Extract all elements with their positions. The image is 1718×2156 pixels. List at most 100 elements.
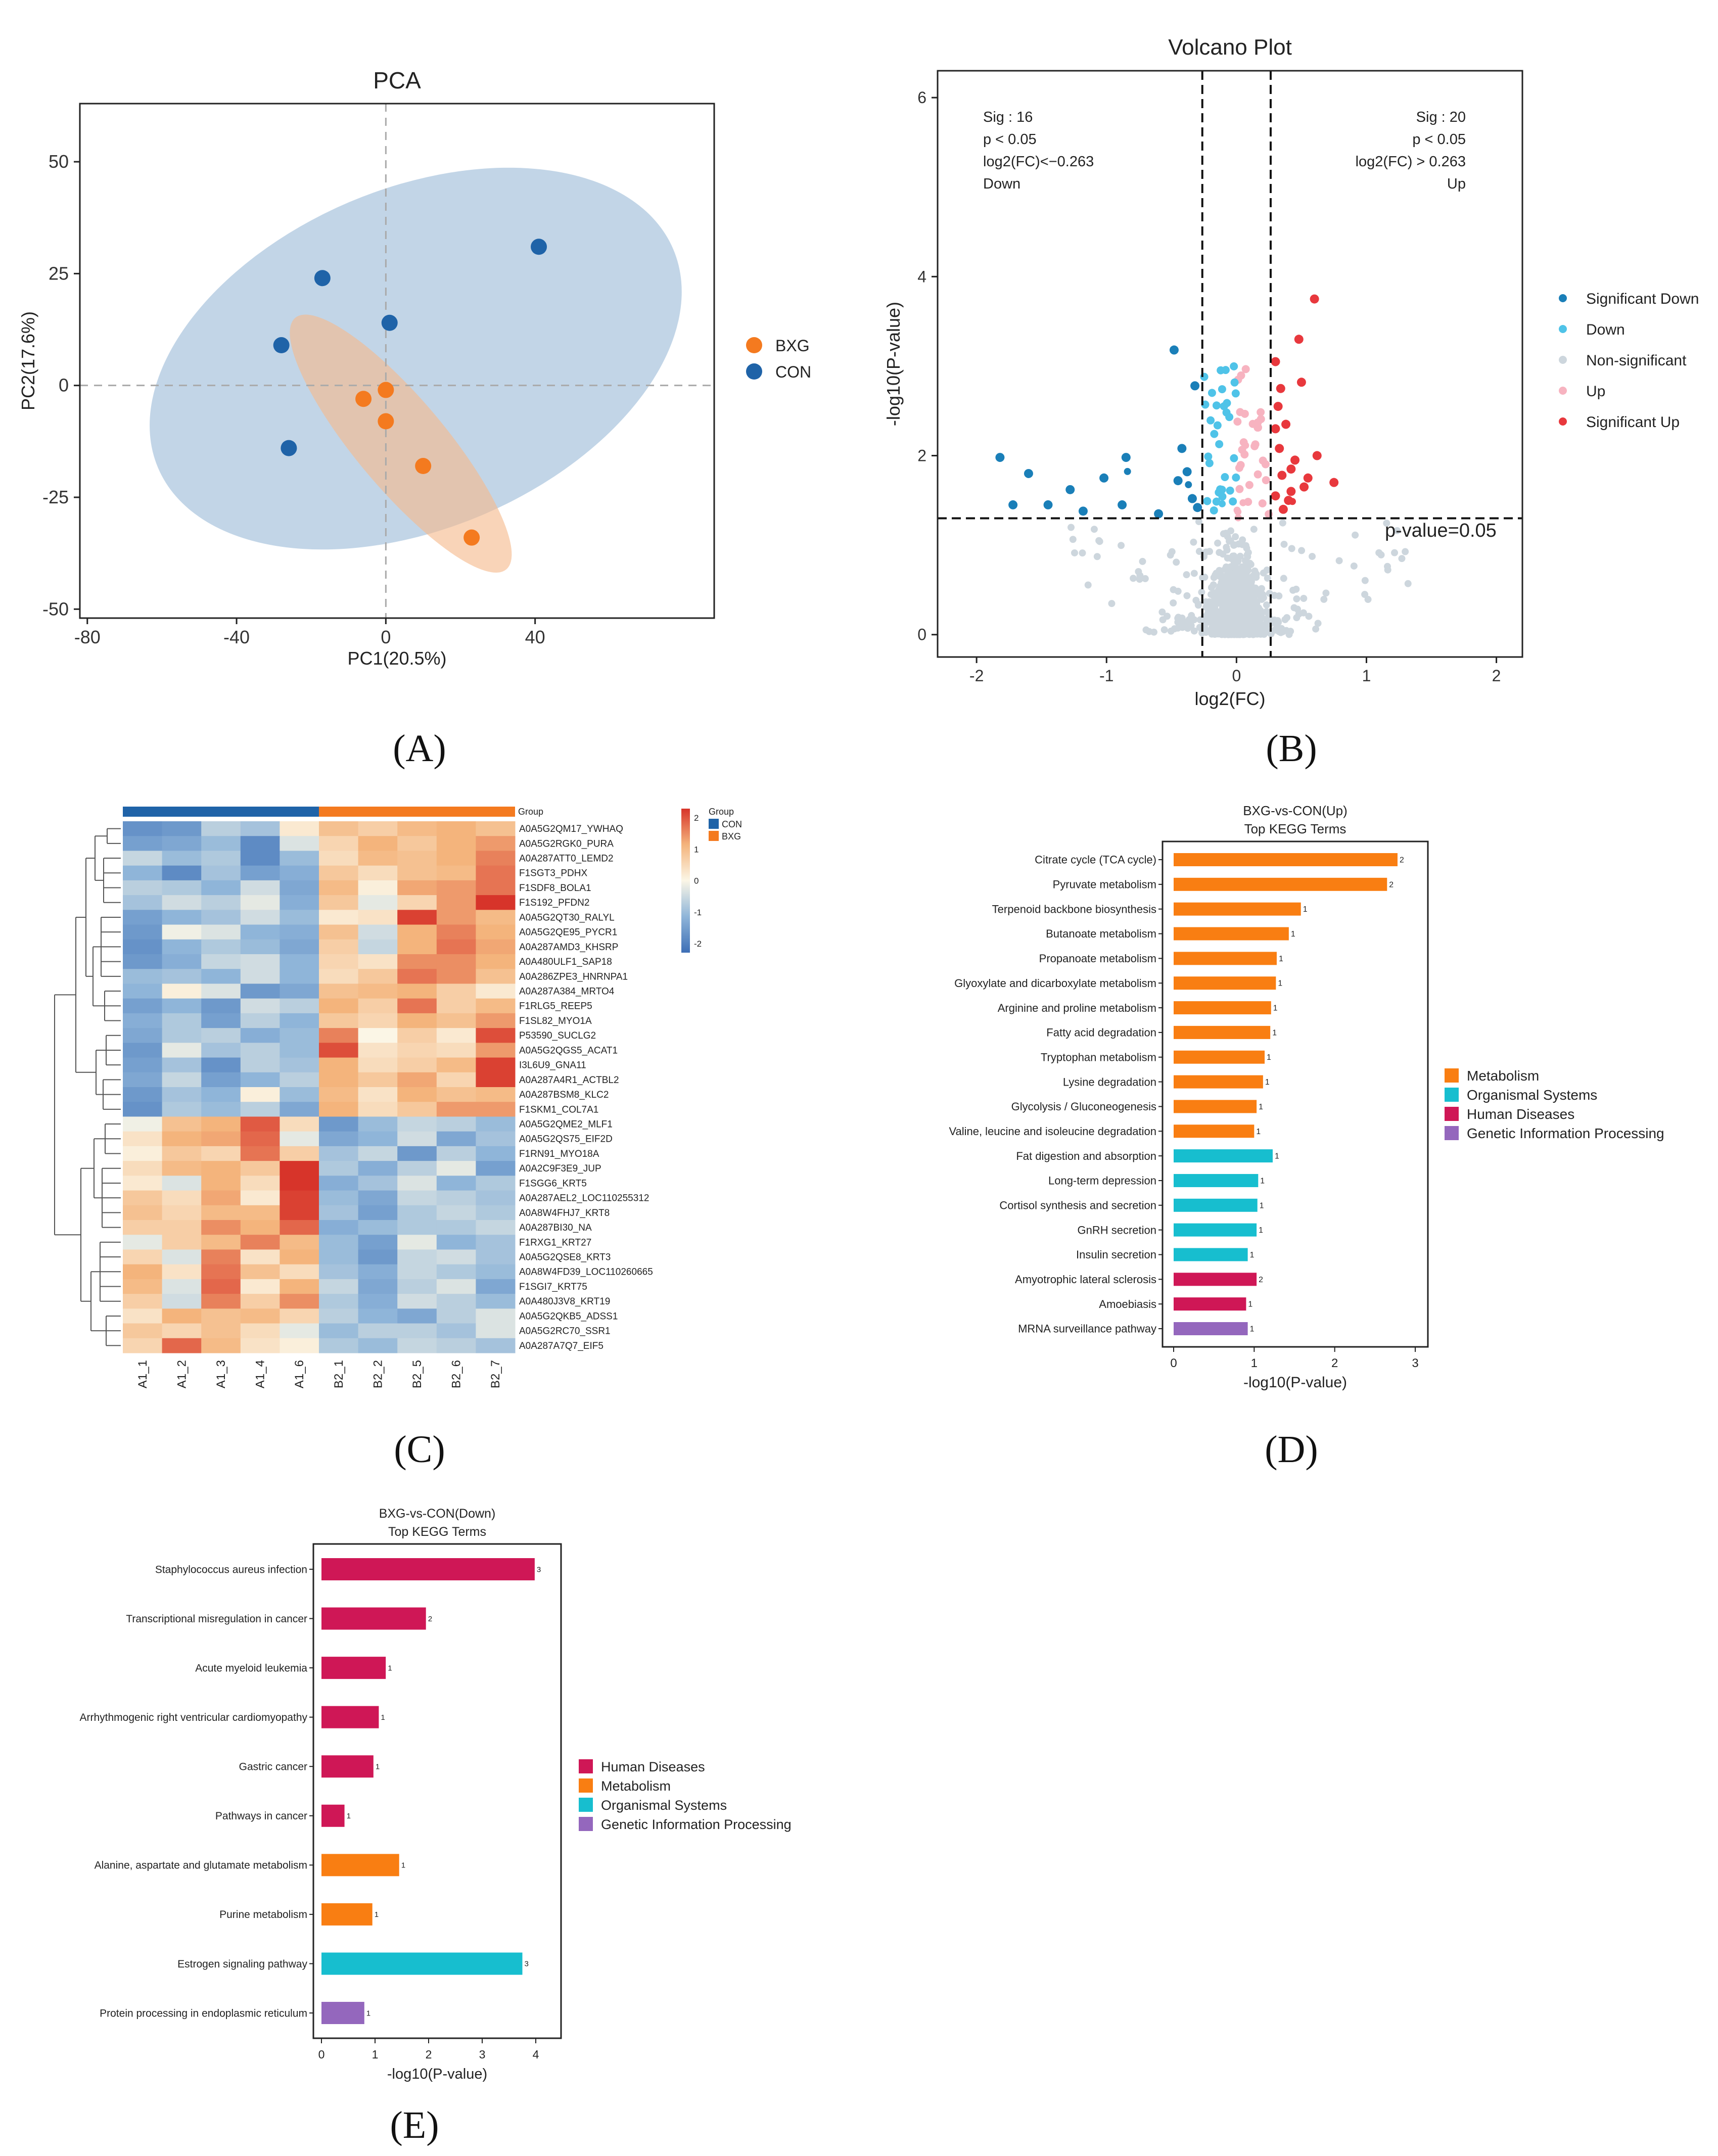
heatmap-cell [319, 924, 359, 940]
heatmap-cell [397, 1116, 437, 1132]
heatmap-row-label: F1RXG1_KRT27 [519, 1237, 591, 1248]
heatmap-cell [201, 1057, 241, 1073]
volcano-point [1298, 547, 1306, 554]
heatmap-cell [280, 954, 319, 969]
heatmap-cell [319, 1057, 359, 1073]
heatmap-cell [162, 1176, 202, 1191]
volcano-point [1230, 454, 1238, 462]
heatmap-cell [201, 924, 241, 940]
heatmap-cell [123, 851, 163, 866]
heatmap-cell [358, 1043, 398, 1058]
volcano-point-sig-up [1271, 357, 1280, 366]
volcano-point [1293, 614, 1301, 622]
kegg-xtick-label: 3 [479, 2048, 486, 2061]
heatmap-cell [240, 983, 280, 999]
volcano-point-sig-down [1078, 506, 1088, 516]
volcano-point [1352, 531, 1359, 539]
heatmap-cell [280, 1087, 319, 1102]
panel-label-c: (C) [394, 1428, 445, 1471]
heatmap-row-label: A0A480J3V8_KRT19 [519, 1296, 610, 1307]
volcano-point [1312, 625, 1320, 633]
volcano-point [1212, 606, 1219, 614]
volcano-point [1216, 586, 1223, 594]
heatmap-cell [280, 1131, 319, 1147]
heatmap-cell [397, 1102, 437, 1117]
volcano-point [1232, 533, 1239, 540]
kegg-xtick-label: 2 [426, 2048, 432, 2061]
volcano-point [1238, 541, 1246, 548]
heatmap-row-label: A0A287A4R1_ACTBL2 [519, 1075, 619, 1086]
heatmap-row-label: F1S192_PFDN2 [519, 898, 589, 908]
heatmap-cell [240, 1013, 280, 1028]
pca-point-con [314, 270, 331, 287]
volcano-point [1384, 563, 1391, 570]
volcano-point [1282, 627, 1290, 634]
pca-legend-label: BXG [775, 337, 810, 355]
heatmap-colorbar-tick: 1 [694, 845, 699, 854]
volcano-point [1174, 587, 1182, 595]
heatmap-cell [280, 924, 319, 940]
heatmap-cell [240, 865, 280, 881]
heatmap-cell [436, 1235, 476, 1250]
volcano-point [1231, 617, 1239, 624]
heatmap-cell [162, 1072, 202, 1088]
heatmap-cell [280, 1072, 319, 1088]
heatmap-cell [436, 1116, 476, 1132]
kegg-term-label: Glyoxylate and dicarboxylate metabolism [954, 977, 1156, 990]
kegg-bar-count: 1 [1260, 1201, 1264, 1210]
volcano-point [1230, 605, 1238, 613]
volcano-point [1350, 562, 1358, 570]
heatmap-cell [123, 1131, 163, 1147]
volcano-point [1229, 497, 1237, 506]
heatmap-cell [397, 1028, 437, 1043]
pca-panel: -80 -40 0 40 50 25 0 -25 -50 PCA PC1(20.5%) PC2(17.… [18, 67, 811, 669]
volcano-point [1237, 371, 1245, 380]
heatmap-cell [123, 865, 163, 881]
volcano-point [1247, 578, 1255, 585]
volcano-point [1272, 619, 1280, 626]
heatmap-cell [123, 1161, 163, 1176]
heatmap-cell [319, 1116, 359, 1132]
volcano-point [1071, 549, 1079, 556]
heatmap-cell [476, 836, 516, 851]
heatmap-row-label: A0A5G2QKB5_ADSS1 [519, 1311, 618, 1322]
heatmap-legend-key [709, 819, 719, 829]
heatmap-cell [162, 969, 202, 984]
kegg-bar-count: 1 [1279, 955, 1283, 963]
heatmap-cell [240, 939, 280, 955]
volcano-point [1314, 620, 1322, 627]
volcano-xtick-label: 2 [1492, 667, 1501, 685]
heatmap-cell [280, 1249, 319, 1265]
volcano-point [1218, 385, 1226, 394]
heatmap-cell [436, 1323, 476, 1339]
heatmap-cell [476, 969, 516, 984]
kegg-bar [321, 1804, 345, 1827]
heatmap-cell [358, 1249, 398, 1265]
heatmap-cell [240, 1294, 280, 1309]
heatmap-row-label: A0A287ATT0_LEMD2 [519, 853, 614, 864]
heatmap-cell [240, 851, 280, 866]
heatmap-cell [201, 1146, 241, 1161]
kegg-frame [1162, 840, 1429, 1348]
heatmap-cell [436, 1057, 476, 1073]
pca-legend-key-bxg [746, 337, 762, 353]
heatmap-cell [123, 954, 163, 969]
heatmap-cell [476, 1028, 516, 1043]
volcano-point-sig-up [1271, 491, 1280, 501]
pca-point-bxg [378, 382, 394, 398]
pca-point-con [381, 314, 398, 331]
heatmap-cell [162, 865, 202, 881]
kegg-bar-count: 1 [375, 1910, 379, 1919]
volcano-ytick-label: 0 [917, 626, 926, 644]
heatmap-cell [240, 895, 280, 910]
heatmap-cell [436, 969, 476, 984]
kegg-bar [1174, 853, 1398, 866]
volcano-point [1258, 499, 1267, 507]
heatmap-cell [201, 1279, 241, 1294]
heatmap-cell [436, 924, 476, 940]
heatmap-cell [123, 1294, 163, 1309]
heatmap-cell [240, 1043, 280, 1058]
volcano-point [1252, 571, 1260, 578]
volcano-point [1238, 601, 1246, 609]
heatmap-cell [436, 851, 476, 866]
